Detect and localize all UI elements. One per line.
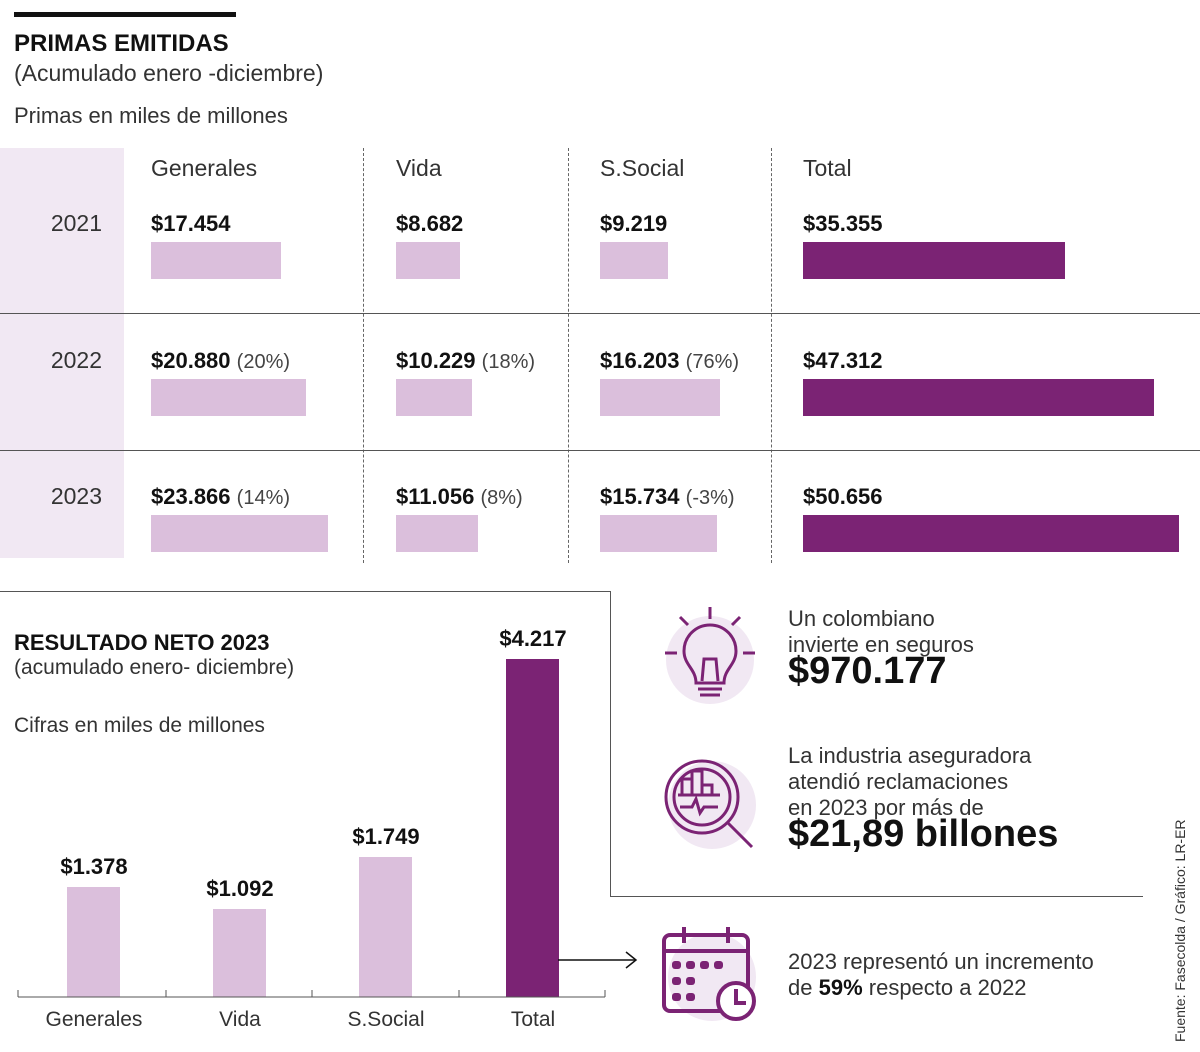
net-bar-label: $1.092 xyxy=(206,876,274,902)
pct-change: (76%) xyxy=(685,351,740,373)
value-bar xyxy=(396,515,479,552)
value-label: $16.203 xyxy=(600,348,680,373)
net-bar-label: $1.749 xyxy=(352,823,420,849)
info-text: invierte en seguros xyxy=(788,632,974,657)
year-label: 2021 xyxy=(50,210,102,236)
info-highlight: 59% xyxy=(818,975,863,1000)
cell-value: $50.656 xyxy=(803,484,883,510)
value-label: $23.866 xyxy=(151,484,231,509)
unit-label: Primas en miles de millones xyxy=(14,103,288,128)
cell-value: $15.734 (-3%) xyxy=(600,484,735,510)
net-subtitle: (acumulado enero- diciembre) xyxy=(14,656,295,679)
arrow-icon xyxy=(558,951,638,969)
x-axis xyxy=(17,990,606,998)
value-bar xyxy=(600,379,721,416)
year-label: 2022 xyxy=(50,347,102,373)
net-unit: Cifras en miles de millones xyxy=(14,714,265,737)
column-header: S.Social xyxy=(600,155,685,181)
value-label: $47.312 xyxy=(803,348,883,373)
pct-change: (-3%) xyxy=(685,487,735,509)
pct-change: (14%) xyxy=(236,487,291,509)
cell-value: $9.219 xyxy=(600,211,667,237)
net-bar xyxy=(506,659,559,997)
value-label: $35.355 xyxy=(803,211,883,236)
pct-change: (18%) xyxy=(481,351,536,373)
subtitle: (Acumulado enero -diciembre) xyxy=(14,60,324,86)
source-credit: Fuente: Fasecolda / Gráfico: LR-ER xyxy=(1172,819,1188,1042)
info-claims: La industria aseguradora atendió reclama… xyxy=(788,743,1059,855)
magnifier-chart-icon xyxy=(664,759,756,849)
cell-value: $20.880 (20%) xyxy=(151,348,290,374)
lightbulb-icon xyxy=(665,607,755,704)
net-bar-label: $4.217 xyxy=(499,626,567,651)
info-increase: 2023 representó un incremento de 59% res… xyxy=(788,949,1094,1001)
column-header: Generales xyxy=(151,155,258,181)
value-label: $20.880 xyxy=(151,348,231,373)
column-header: Vida xyxy=(396,155,442,181)
column-divider xyxy=(363,148,364,563)
pct-change: (8%) xyxy=(480,487,523,509)
net-bar xyxy=(213,909,266,997)
year-label: 2023 xyxy=(50,483,102,509)
value-bar xyxy=(396,242,461,279)
net-bar xyxy=(67,886,120,997)
divider xyxy=(610,591,611,897)
info-text: atendió reclamaciones xyxy=(788,769,1009,794)
value-label: $11.056 xyxy=(396,484,475,509)
year-column-bg xyxy=(0,148,124,558)
value-bar xyxy=(803,515,1179,552)
value-bar xyxy=(151,515,329,552)
calendar-clock-icon xyxy=(662,927,756,1021)
row-divider xyxy=(0,450,1200,451)
info-text: en 2023 por más de xyxy=(788,795,984,820)
cell-value: $10.229 (18%) xyxy=(396,348,535,374)
category-label: Total xyxy=(510,1008,556,1031)
cell-value: $23.866 (14%) xyxy=(151,484,290,510)
cell-value: $8.682 xyxy=(396,211,463,237)
info-text: 2023 representó un incremento xyxy=(788,949,1094,974)
cell-value: $16.203 (76%) xyxy=(600,348,739,374)
pct-change: (20%) xyxy=(236,351,291,373)
value-bar xyxy=(396,379,472,416)
cell-value: $47.312 xyxy=(803,348,883,374)
info-text: Un colombiano xyxy=(788,606,935,631)
info-value: $970.177 xyxy=(788,650,947,692)
column-divider xyxy=(568,148,569,563)
page-title: PRIMAS EMITIDAS xyxy=(14,30,229,57)
divider xyxy=(0,591,611,592)
cell-value: $35.355 xyxy=(803,211,883,237)
info-text: La industria aseguradora xyxy=(788,743,1032,768)
value-bar xyxy=(600,242,669,279)
category-label: Vida xyxy=(219,1008,261,1031)
title-rule xyxy=(14,12,236,17)
net-bar xyxy=(359,856,412,997)
value-bar xyxy=(151,379,306,416)
row-divider xyxy=(0,313,1200,314)
info-value: $21,89 billones xyxy=(788,813,1059,855)
divider xyxy=(610,896,1143,897)
value-bar xyxy=(803,242,1066,279)
value-bar xyxy=(151,242,281,279)
net-title: RESULTADO NETO 2023 xyxy=(14,630,270,655)
value-label: $8.682 xyxy=(396,211,464,236)
cell-value: $11.056 (8%) xyxy=(396,484,523,510)
info-invest: Un colombiano invierte en seguros $970.1… xyxy=(788,606,974,692)
column-header: Total xyxy=(803,155,852,181)
net-bar-label: $1.378 xyxy=(60,853,128,879)
value-label: $17.454 xyxy=(151,211,231,236)
info-text: respecto a 2022 xyxy=(862,975,1027,1000)
value-bar xyxy=(600,515,717,552)
value-label: $50.656 xyxy=(803,484,883,509)
value-bar xyxy=(803,379,1155,416)
value-label: $15.734 xyxy=(600,484,680,509)
value-label: $9.219 xyxy=(600,211,668,236)
cell-value: $17.454 xyxy=(151,211,231,237)
info-text: de xyxy=(788,975,819,1000)
value-label: $10.229 xyxy=(396,348,476,373)
category-label: S.Social xyxy=(347,1008,425,1031)
category-label: Generales xyxy=(45,1008,143,1031)
column-divider xyxy=(771,148,772,563)
